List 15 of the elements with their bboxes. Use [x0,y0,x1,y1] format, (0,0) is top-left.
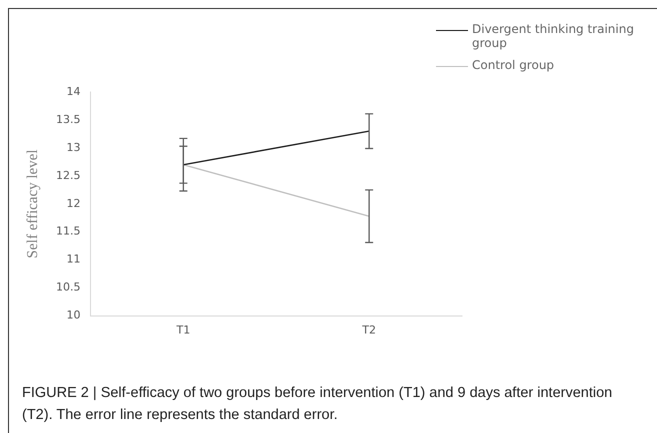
y-tick-label: 11.5 [56,224,80,238]
legend-label: Control group [472,58,554,72]
y-tick-label: 12.5 [56,168,80,182]
x-tick-label: T1 [176,323,190,336]
x-tick-label: T2 [361,323,376,336]
caption: FIGURE 2 | Self-efficacy of two groups before intervention (T1) and 9 days after intervention (T2). The error line represents the standard error. [22,384,614,425]
y-tick-label: 14 [66,84,80,98]
y-tick-label: 13.5 [56,112,80,126]
y-axis-title: Self efficacy level [24,149,41,258]
y-tick-label: 13 [66,140,80,154]
y-tick-label: 12 [66,196,80,210]
legend-label: Divergent thinking training group [472,22,635,50]
y-tick-label: 10 [66,308,80,322]
y-tick-label: 10.5 [56,280,80,294]
y-tick-label: 11 [66,252,80,266]
